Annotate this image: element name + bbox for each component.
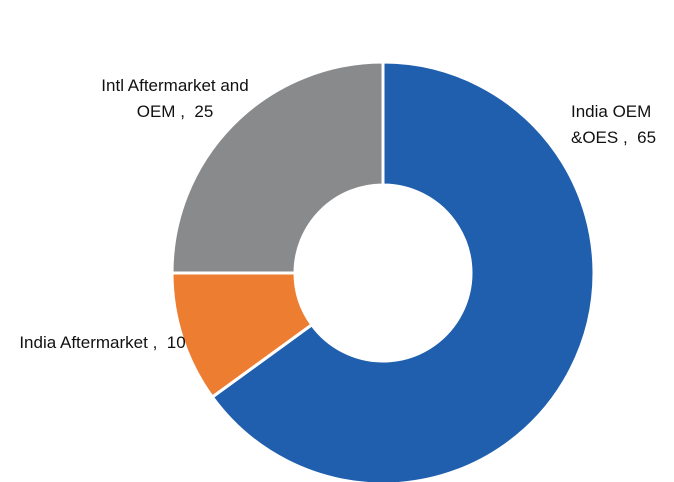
donut-slice xyxy=(210,60,596,482)
value-label: 25 xyxy=(194,102,214,121)
value-group: , 65 xyxy=(623,125,656,151)
value-group: , 10 xyxy=(153,330,186,356)
value-group: , 25 xyxy=(180,99,213,125)
data-label: India OEM &OES , 65 xyxy=(571,99,674,151)
label-separator: , xyxy=(622,128,638,147)
label-separator: , xyxy=(152,333,167,352)
donut-slice xyxy=(170,60,385,275)
category-label: India OEM &OES xyxy=(571,102,652,147)
category-label: India Aftermarket xyxy=(19,333,148,352)
data-label: Intl Aftermarket and OEM , 25 xyxy=(95,73,255,125)
category-label: Intl Aftermarket and OEM xyxy=(101,76,249,121)
data-label: India Aftermarket , 10 xyxy=(15,330,190,356)
value-label: 10 xyxy=(166,333,186,352)
value-label: 65 xyxy=(637,128,657,147)
label-separator: , xyxy=(180,102,195,121)
